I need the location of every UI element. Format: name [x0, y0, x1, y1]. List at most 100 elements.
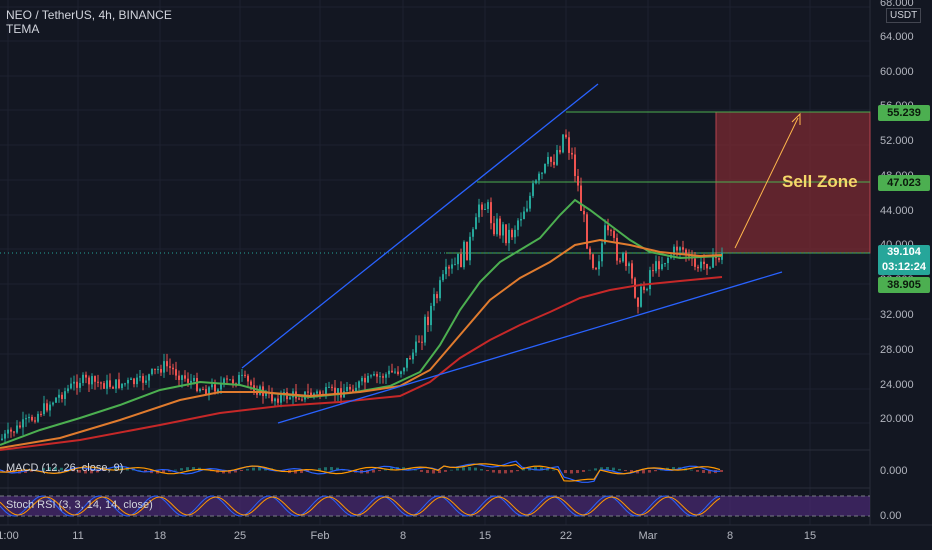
macd-histogram-bar [90, 470, 93, 474]
candle-body [607, 225, 609, 231]
candle-body [349, 386, 351, 390]
projection-arrow [734, 117, 799, 249]
candle-body [124, 383, 126, 385]
candle-body [628, 263, 630, 267]
ema-fast-line [0, 198, 723, 446]
candle-body [55, 397, 57, 403]
candle-body [301, 399, 303, 401]
date-tick: 15 [478, 530, 492, 542]
macd-pane [0, 460, 723, 483]
candle-body [22, 419, 24, 428]
candle-body [67, 388, 69, 392]
macd-histogram-bar [648, 470, 651, 473]
macd-histogram-bar [558, 470, 561, 472]
date-tick: 22 [559, 530, 573, 542]
candle-body [40, 413, 42, 415]
candle-body [229, 379, 231, 381]
candle-body [412, 352, 414, 360]
price-tick: 24.000 [880, 379, 914, 391]
macd-histogram-bar [324, 467, 327, 471]
candle-body [223, 378, 225, 384]
candle-body [484, 208, 486, 210]
macd-histogram-bar [570, 470, 573, 474]
candle-body [430, 305, 432, 326]
candle-body [595, 268, 597, 270]
macd-histogram-bar [612, 467, 615, 471]
candle-body [187, 378, 189, 383]
candle-body [190, 380, 192, 383]
macd-histogram-bar [42, 468, 45, 471]
date-tick: Mar [638, 530, 658, 542]
lower-channel-line [277, 271, 783, 424]
candle-body [553, 161, 555, 165]
candle-body [568, 137, 570, 153]
symbol-title[interactable]: NEO / TetherUS, 4h, BINANCE [6, 8, 172, 22]
candle-body [100, 382, 102, 384]
candle-body [550, 156, 552, 162]
candle-body [139, 376, 141, 378]
candlestick-series [1, 129, 723, 443]
candle-body [493, 223, 495, 235]
candle-body [172, 367, 174, 370]
candle-body [145, 380, 147, 383]
candle-body [676, 246, 678, 251]
candle-body [271, 393, 273, 402]
price-tick: 20.000 [880, 413, 914, 425]
stoch-rsi-label[interactable]: Stoch RSI (3, 3, 14, 14, close) [6, 499, 153, 511]
macd-histogram-bar [624, 470, 627, 472]
currency-badge[interactable]: USDT [886, 8, 922, 23]
macd-histogram-bar [696, 470, 699, 472]
macd-histogram-bar [510, 470, 513, 473]
candle-body [562, 134, 564, 153]
macd-histogram-bar [60, 467, 63, 471]
candle-body [523, 211, 525, 220]
macd-histogram-bar [168, 470, 171, 472]
candle-body [712, 254, 714, 268]
macd-histogram-bar [114, 467, 117, 471]
macd-histogram-bar [540, 467, 543, 471]
candle-body [499, 218, 501, 236]
candle-body [631, 263, 633, 279]
macd-histogram-bar [252, 467, 255, 471]
candle-body [43, 403, 45, 415]
candle-body [466, 241, 468, 261]
bar-countdown: 03:12:24 [881, 261, 927, 273]
macd-histogram-bar [138, 469, 141, 471]
macd-histogram-bar [552, 469, 555, 471]
candle-body [427, 316, 429, 326]
candle-body [1, 438, 3, 440]
candle-body [409, 358, 411, 360]
candle-body [70, 383, 72, 389]
macd-histogram-bar [246, 468, 249, 471]
candle-body [73, 381, 75, 384]
candle-body [583, 210, 585, 215]
macd-histogram-bar [690, 469, 693, 471]
upper-channel-line [241, 83, 599, 369]
candle-body [556, 150, 558, 165]
candle-body [157, 369, 159, 371]
candle-body [541, 172, 543, 174]
macd-histogram-bar [414, 469, 417, 471]
candle-body [469, 236, 471, 261]
macd-histogram-bar [408, 468, 411, 471]
candle-body [679, 247, 681, 251]
macd-label[interactable]: MACD (12, 26, close, 9) [6, 462, 124, 474]
trendline-drawings [241, 83, 801, 424]
candle-body [655, 261, 657, 272]
candle-body [652, 270, 654, 272]
macd-histogram-bar [330, 467, 333, 471]
candle-body [82, 374, 84, 383]
indicator-label[interactable]: TEMA [6, 22, 40, 36]
macd-histogram-bar [48, 467, 51, 471]
macd-histogram-bar [618, 468, 621, 471]
candle-body [421, 341, 423, 343]
macd-histogram-bar [234, 470, 237, 473]
macd-histogram-bar [228, 470, 231, 474]
candle-body [79, 382, 81, 388]
candle-body [403, 367, 405, 372]
candle-body [367, 375, 369, 383]
candle-body [661, 264, 663, 270]
candle-body [586, 214, 588, 249]
macd-histogram-bar [720, 470, 723, 472]
